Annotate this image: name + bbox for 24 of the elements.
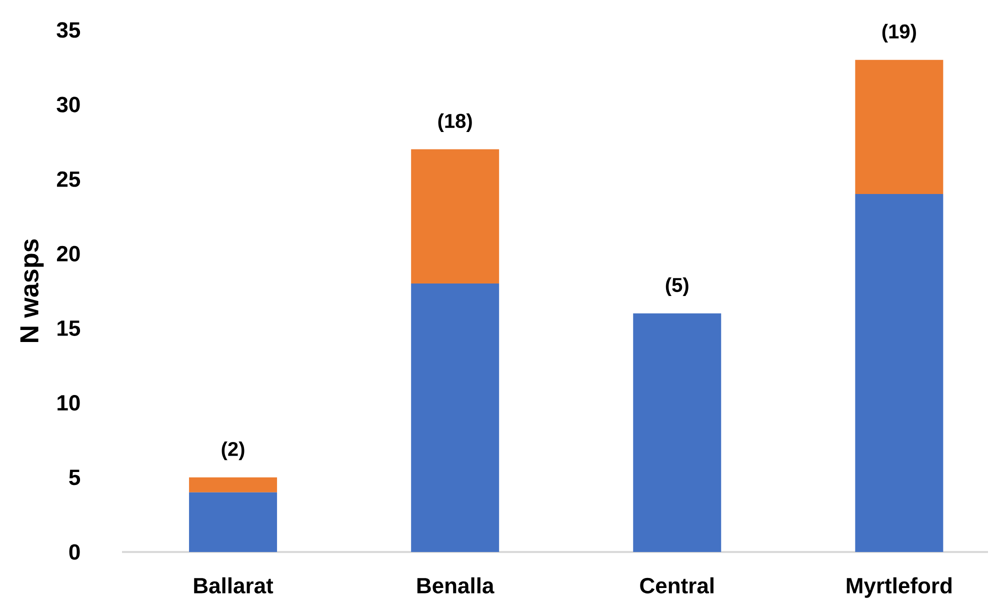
bar xyxy=(189,492,278,552)
bar xyxy=(855,194,944,552)
y-tick-label: 30 xyxy=(56,96,80,112)
y-axis-title: N wasps xyxy=(20,239,44,342)
x-tick-label: Central xyxy=(640,577,714,594)
bar xyxy=(855,60,944,194)
y-tick-label: 10 xyxy=(58,395,80,411)
y-tick-label: 15 xyxy=(58,320,80,336)
annotation: (19) xyxy=(882,24,916,42)
y-tick-label: 35 xyxy=(56,22,80,38)
bar xyxy=(411,284,500,552)
y-tick-label: 5 xyxy=(69,470,80,486)
bar xyxy=(633,313,722,552)
y-tick-label: 0 xyxy=(69,544,80,560)
x-tick-label: Myrtleford xyxy=(846,577,952,598)
annotation: (2) xyxy=(222,441,244,460)
x-tick-label: Benalla xyxy=(417,577,494,594)
bar xyxy=(411,149,500,284)
annotation: (5) xyxy=(666,277,688,296)
y-tick-label: 20 xyxy=(56,246,80,262)
y-tick-label: 25 xyxy=(56,171,80,187)
x-tick-label: Ballarat xyxy=(194,577,274,594)
bar xyxy=(189,477,278,492)
annotation: (18) xyxy=(438,113,472,132)
